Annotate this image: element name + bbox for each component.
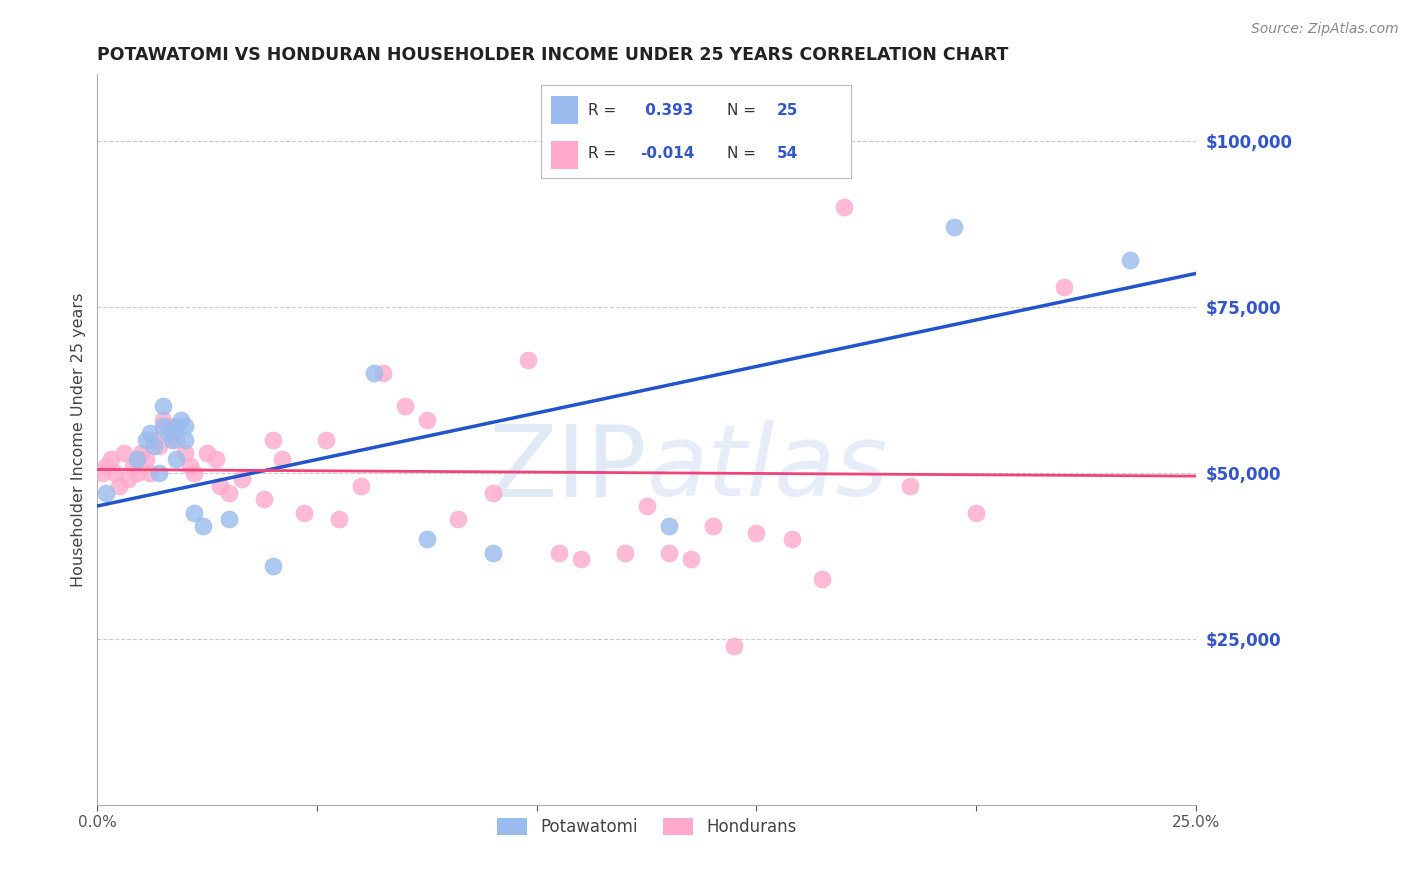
Point [613,545,636,559]
Point [482,545,505,559]
Point [723,639,745,653]
Point [125,466,148,480]
Y-axis label: Householder Income Under 25 years: Householder Income Under 25 years [72,293,86,587]
Point [218,512,240,526]
Point [416,412,439,426]
Point [350,479,373,493]
Point [143,433,166,447]
Legend: Potawatomi, Hondurans: Potawatomi, Hondurans [488,809,804,844]
Point [1119,253,1142,268]
Point [183,466,205,480]
Point [121,459,143,474]
Point [209,479,232,493]
Point [125,452,148,467]
Point [195,446,218,460]
Text: 25: 25 [776,103,797,118]
Point [191,519,214,533]
Point [547,545,569,559]
Point [160,425,183,440]
Point [135,452,157,467]
Point [143,439,166,453]
Point [160,433,183,447]
Point [745,525,768,540]
Point [231,472,253,486]
Point [152,412,174,426]
Point [139,466,162,480]
Point [371,366,394,380]
Point [108,479,131,493]
Point [112,446,135,460]
Text: N =: N = [727,145,761,161]
Point [165,419,187,434]
Point [170,412,193,426]
Point [898,479,921,493]
Point [148,439,170,453]
Point [328,512,350,526]
FancyBboxPatch shape [551,141,578,169]
Point [218,485,240,500]
Text: 54: 54 [776,145,797,161]
Point [517,352,540,367]
Point [94,485,117,500]
Text: R =: R = [588,103,621,118]
Text: -0.014: -0.014 [640,145,695,161]
Text: atlas: atlas [647,420,889,517]
Point [152,419,174,434]
Point [1053,279,1076,293]
Point [174,446,197,460]
Point [811,572,834,586]
Point [205,452,228,467]
Text: N =: N = [727,103,761,118]
Point [152,400,174,414]
Point [90,466,112,480]
Point [179,459,201,474]
Point [416,533,439,547]
Point [394,400,416,414]
Point [139,425,162,440]
Point [253,492,276,507]
Point [315,433,337,447]
Point [363,366,385,380]
Point [679,552,702,566]
Point [104,466,127,480]
Point [165,452,187,467]
Point [482,485,505,500]
Point [965,506,987,520]
Point [129,446,152,460]
Text: Source: ZipAtlas.com: Source: ZipAtlas.com [1251,22,1399,37]
Text: R =: R = [588,145,621,161]
Point [943,219,966,234]
Point [270,452,292,467]
Point [636,499,658,513]
Point [292,506,315,520]
FancyBboxPatch shape [551,96,578,124]
Point [183,506,205,520]
Point [262,558,284,573]
Text: ZIP: ZIP [488,420,647,517]
Point [658,519,681,533]
Point [148,466,170,480]
Point [447,512,470,526]
Point [569,552,592,566]
Point [174,419,197,434]
Point [780,533,803,547]
Point [262,433,284,447]
Point [100,452,122,467]
Point [834,200,856,214]
Point [135,433,157,447]
Point [117,472,139,486]
Text: POTAWATOMI VS HONDURAN HOUSEHOLDER INCOME UNDER 25 YEARS CORRELATION CHART: POTAWATOMI VS HONDURAN HOUSEHOLDER INCOM… [97,46,1008,64]
Point [94,459,117,474]
Point [156,419,179,434]
Point [702,519,724,533]
Text: 0.393: 0.393 [640,103,693,118]
Point [174,433,197,447]
Point [156,425,179,440]
Point [658,545,681,559]
Point [165,433,187,447]
